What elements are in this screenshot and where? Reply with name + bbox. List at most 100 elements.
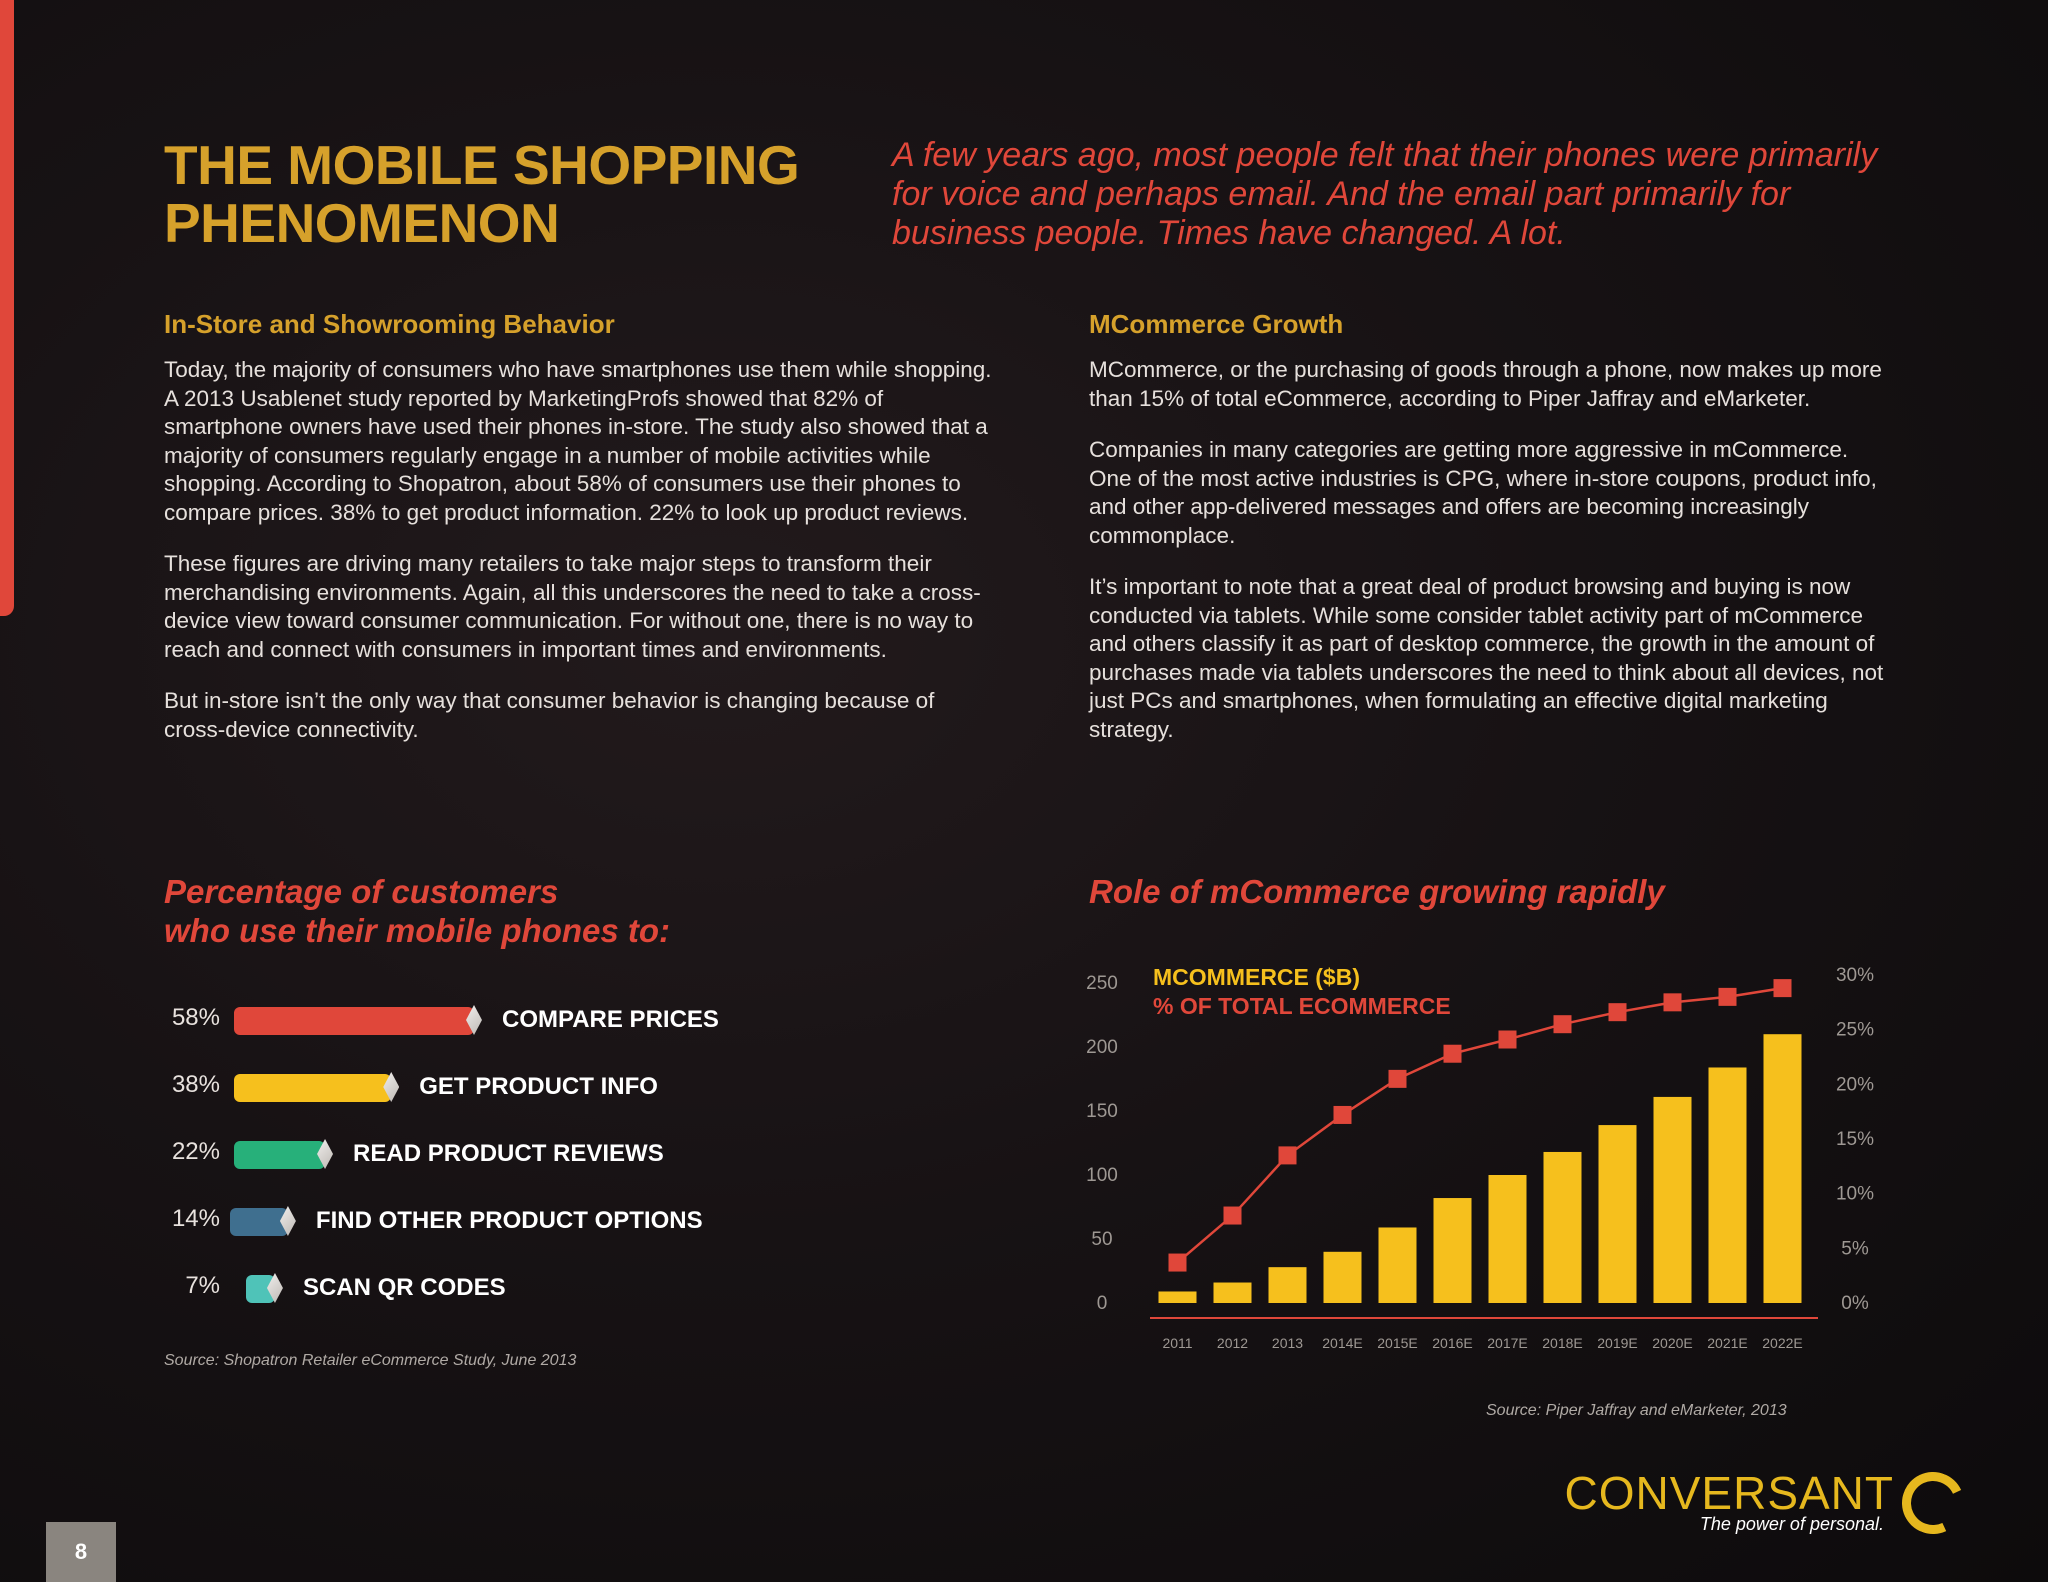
pct-total-marker [1663,993,1682,1012]
y-left-tick-label: 200 [1086,1037,1118,1058]
mcommerce-bar [1268,1267,1307,1303]
page-number: 8 [46,1522,116,1582]
page-accent-bar [0,0,14,616]
usage-bar-tip [466,1005,482,1035]
mcommerce-bar [1433,1198,1472,1303]
usage-bar-label: COMPARE PRICES [502,1006,719,1033]
page-title-line2: PHENOMENON [164,192,560,254]
left-paragraph: But in-store isn’t the only way that con… [164,688,935,742]
mcommerce-bar [1213,1282,1252,1303]
right-paragraph: It’s important to note that a great deal… [1089,574,1884,742]
usage-bar-value: 58% [171,1004,220,1031]
usage-bar [230,1208,288,1236]
usage-bar-tip [279,1206,296,1236]
y-right-tick-label: 0% [1841,1293,1869,1314]
mcommerce-bar [1158,1291,1197,1303]
right-paragraph: Companies in many categories are getting… [1089,437,1877,548]
usage-bar [234,1141,326,1169]
usage-bar-tip [266,1273,283,1303]
pct-total-marker [1333,1105,1352,1124]
usage-bar-label: SCAN QR CODES [302,1274,506,1301]
usage-bar-tip [383,1072,400,1102]
y-left-tick-label: 50 [1091,1229,1112,1250]
y-right-tick-label: 10% [1836,1184,1874,1205]
usage-bar-row: 22% READ PRODUCT REVIEWS [164,1134,864,1174]
right-chart-title: Role of mCommerce growing rapidly [1089,873,1665,910]
left-chart-source: Source: Shopatron Retailer eCommerce Stu… [164,1352,577,1369]
mcommerce-bar [1488,1175,1527,1303]
y-right-tick-label: 25% [1836,1020,1874,1041]
left-column: In-Store and Showrooming Behavior Today,… [164,308,994,767]
legend-mcommerce: MCOMMERCE ($B) [1153,964,1360,990]
x-tick-label: 2013 [1272,1335,1303,1351]
usage-bar-label: GET PRODUCT INFO [419,1073,658,1100]
pct-total-marker [1168,1253,1187,1272]
left-chart-title: Percentage of customers who use their mo… [164,872,670,950]
y-right-tick-label: 5% [1841,1238,1869,1259]
usage-bar [234,1007,474,1035]
x-tick-label: 2018E [1542,1335,1582,1351]
page-title-line1: THE MOBILE SHOPPING [164,134,800,196]
y-left-tick-label: 150 [1086,1101,1118,1122]
x-tick-label: 2016E [1432,1335,1472,1351]
x-tick-label: 2019E [1597,1335,1637,1351]
usage-bar-row: 58% COMPARE PRICES [164,1000,864,1040]
legend-pct-total: % OF TOTAL ECOMMERCE [1153,993,1451,1019]
intro-quote: A few years ago, most people felt that t… [892,136,1878,252]
left-subhead: In-Store and Showrooming Behavior [164,309,615,339]
pct-total-marker [1773,979,1792,998]
usage-bar-label: FIND OTHER PRODUCT OPTIONS [315,1207,703,1234]
pct-total-marker [1718,987,1737,1006]
usage-bar-value: 14% [171,1205,220,1232]
y-left-tick-label: 250 [1086,973,1118,994]
x-tick-label: 2017E [1487,1335,1527,1351]
y-right-tick-label: 30% [1836,965,1874,986]
x-tick-label: 2022E [1762,1335,1802,1351]
pct-total-line [1176,986,1783,1264]
pct-total-marker [1278,1146,1297,1165]
usage-bar-tip [317,1139,334,1169]
y-left-tick-label: 0 [1097,1293,1108,1314]
x-tick-label: 2020E [1652,1335,1692,1351]
usage-bar-value: 7% [185,1272,220,1299]
left-paragraph: Today, the majority of consumers who hav… [164,357,992,525]
left-chart-title-line1: Percentage of customers [164,873,559,910]
usage-bar-value: 38% [171,1071,220,1098]
mcommerce-bar [1708,1067,1747,1303]
usage-bar [234,1074,392,1102]
x-tick-label: 2014E [1322,1335,1362,1351]
mcommerce-bar [1543,1151,1582,1303]
left-paragraph: These figures are driving many retailers… [164,551,981,662]
pct-total-marker [1443,1044,1462,1063]
logo-wordmark: CONVERSANT [1564,1467,1894,1519]
y-left-tick-label: 100 [1086,1165,1118,1186]
right-column: MCommerce Growth MCommerce, or the purch… [1089,308,1889,767]
conversant-logo: CONVERSANT The power of personal. [1565,1463,1973,1543]
right-chart-source: Source: Piper Jaffray and eMarketer, 201… [1486,1402,1787,1419]
mcommerce-bar [1598,1125,1637,1303]
pct-total-marker [1388,1069,1407,1088]
left-chart-title-line2: who use their mobile phones to: [164,912,671,949]
usage-bar-value: 22% [171,1138,220,1165]
logo-tagline: The power of personal. [1699,1514,1884,1534]
x-tick-label: 2012 [1217,1335,1248,1351]
usage-bar-row: 38% GET PRODUCT INFO [164,1067,864,1107]
pct-total-marker [1498,1030,1517,1049]
usage-bar-row: 14% FIND OTHER PRODUCT OPTIONS [164,1201,864,1241]
page-title: THE MOBILE SHOPPING PHENOMENON [164,134,800,254]
x-tick-label: 2021E [1707,1335,1747,1351]
logo-ring-icon [1893,1463,1973,1543]
y-right-tick-label: 15% [1836,1129,1874,1150]
mcommerce-bar [1653,1096,1692,1303]
usage-bar-row: 7% SCAN QR CODES [164,1268,864,1308]
mcommerce-bar [1378,1227,1417,1303]
right-subhead: MCommerce Growth [1089,309,1344,339]
right-paragraph: MCommerce, or the purchasing of goods th… [1089,357,1882,411]
x-tick-label: 2011 [1162,1335,1192,1351]
y-right-tick-label: 20% [1836,1074,1874,1095]
pct-total-marker [1608,1003,1627,1022]
mcommerce-bar [1763,1034,1802,1303]
usage-bar-label: READ PRODUCT REVIEWS [353,1140,664,1167]
mcommerce-bar [1323,1251,1362,1303]
pct-total-marker [1553,1015,1572,1034]
